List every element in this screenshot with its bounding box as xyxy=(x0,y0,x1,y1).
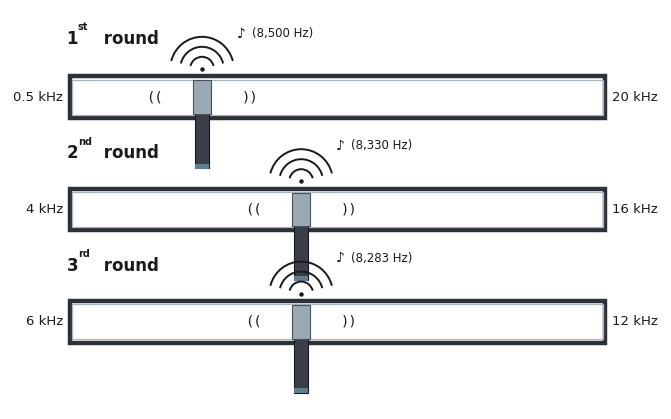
Text: (8,330 Hz): (8,330 Hz) xyxy=(351,140,412,153)
Text: ♪: ♪ xyxy=(336,251,345,265)
FancyBboxPatch shape xyxy=(295,388,308,393)
Text: )): )) xyxy=(242,90,258,104)
FancyBboxPatch shape xyxy=(295,339,308,393)
Text: nd: nd xyxy=(78,137,92,147)
Text: 2: 2 xyxy=(66,144,78,162)
FancyBboxPatch shape xyxy=(195,114,209,168)
Text: 3: 3 xyxy=(66,257,78,275)
Text: round: round xyxy=(98,30,159,48)
Text: rd: rd xyxy=(78,249,90,259)
FancyBboxPatch shape xyxy=(70,301,605,343)
Text: ((: (( xyxy=(146,90,163,104)
Text: 4 kHz: 4 kHz xyxy=(26,203,63,216)
Text: (8,283 Hz): (8,283 Hz) xyxy=(351,252,412,265)
FancyBboxPatch shape xyxy=(295,276,308,281)
Text: 6 kHz: 6 kHz xyxy=(26,316,63,328)
FancyBboxPatch shape xyxy=(193,80,211,114)
FancyBboxPatch shape xyxy=(70,76,605,118)
FancyBboxPatch shape xyxy=(292,193,311,226)
Text: ((: (( xyxy=(245,315,262,329)
Text: 20 kHz: 20 kHz xyxy=(612,91,658,103)
Text: 1: 1 xyxy=(66,30,78,48)
FancyBboxPatch shape xyxy=(292,305,311,339)
Text: round: round xyxy=(98,257,159,275)
FancyBboxPatch shape xyxy=(70,189,605,230)
Text: )): )) xyxy=(340,202,357,217)
FancyBboxPatch shape xyxy=(295,226,308,280)
Text: 0.5 kHz: 0.5 kHz xyxy=(13,91,63,103)
Text: 16 kHz: 16 kHz xyxy=(612,203,658,216)
Text: ((: (( xyxy=(245,202,262,217)
Text: 12 kHz: 12 kHz xyxy=(612,316,658,328)
Text: ♪: ♪ xyxy=(237,26,246,41)
Text: (8,500 Hz): (8,500 Hz) xyxy=(252,27,313,40)
Text: )): )) xyxy=(340,315,357,329)
Text: ♪: ♪ xyxy=(336,139,345,153)
FancyBboxPatch shape xyxy=(195,164,209,169)
Text: round: round xyxy=(98,144,159,162)
Text: st: st xyxy=(78,22,88,32)
